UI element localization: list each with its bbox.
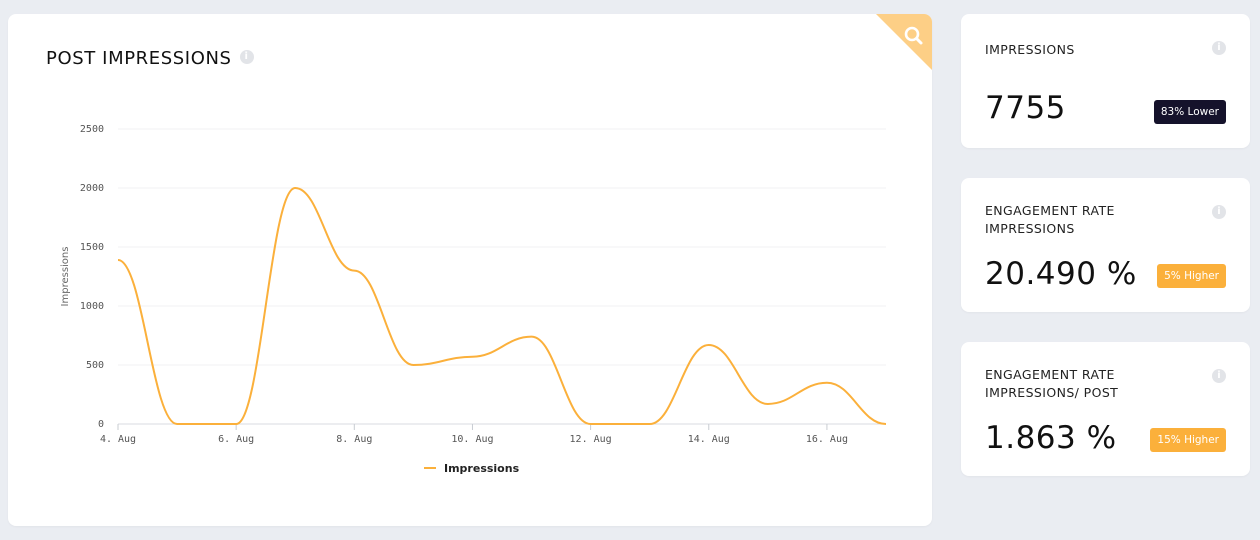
chart-title: POST IMPRESSIONS [46,48,254,69]
y-tick-label: 1500 [80,242,104,253]
legend-label: Impressions [444,462,520,475]
series-line-impressions [117,186,887,425]
search-corner-button[interactable] [876,14,932,70]
x-tick-label: 8. Aug [336,434,372,445]
comparison-badge: 5% Higher [1157,264,1226,288]
comparison-badge: 15% Higher [1150,428,1226,452]
stat-value: 1.863 % [985,420,1117,456]
y-tick-label: 1000 [80,301,104,312]
y-tick-label: 2500 [80,124,104,135]
stat-title: ENGAGEMENT RATE IMPRESSIONS/ POST [985,367,1119,400]
stat-value: 20.490 % [985,256,1137,292]
y-axis-label: Impressions [60,247,71,307]
x-tick-label: 4. Aug [100,434,136,445]
stat-title: IMPRESSIONS [985,42,1075,57]
stat-card-impressions: IMPRESSIONS 7755 83% Lower [961,14,1250,148]
stat-value: 7755 [985,90,1066,126]
post-impressions-card: POST IMPRESSIONS 0 500 1000 1500 2000 2500 4. … [8,14,932,526]
info-icon[interactable] [239,50,254,64]
x-tick-label: 12. Aug [570,434,612,445]
info-icon[interactable] [1212,205,1226,219]
stat-card-engagement-rate-per-post: ENGAGEMENT RATE IMPRESSIONS/ POST 1.863 … [961,342,1250,476]
comparison-badge: 83% Lower [1153,100,1226,124]
x-tick-label: 6. Aug [218,434,254,445]
x-tick-label: 14. Aug [688,434,730,445]
stat-card-engagement-rate: ENGAGEMENT RATE IMPRESSIONS 20.490 % 5% … [961,178,1250,312]
y-tick-label: 2000 [80,183,104,194]
y-tick-label: 500 [86,360,104,371]
x-tick-label: 16. Aug [806,434,848,445]
stat-title: ENGAGEMENT RATE IMPRESSIONS [985,203,1115,236]
y-tick-label: 0 [98,419,104,430]
info-icon[interactable] [1212,41,1226,55]
chart-title-text: POST IMPRESSIONS [46,48,232,69]
search-icon [904,26,923,45]
impressions-line-chart: 0 500 1000 1500 2000 2500 4. Aug 6. Aug 8. Aug 10… [60,124,887,475]
info-icon[interactable] [1212,369,1226,383]
x-tick-label: 10. Aug [451,434,493,445]
